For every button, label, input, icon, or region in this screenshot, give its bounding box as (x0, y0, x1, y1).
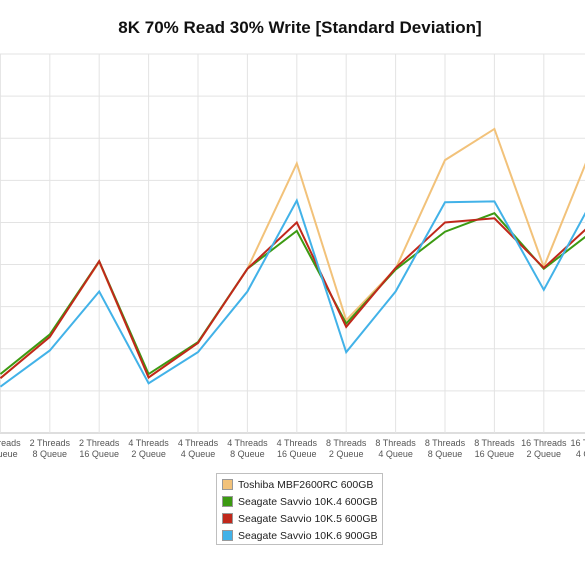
x-tick-label: 8 Threads 2 Queue (326, 438, 367, 459)
legend-item: Toshiba MBF2600RC 600GB (222, 476, 382, 493)
series-line-2 (0, 217, 585, 380)
legend-item: Seagate Savvio 10K.5 600GB (222, 510, 382, 527)
x-tick-label: 8 Threads 16 Queue (474, 438, 515, 459)
x-tick-label: 8 Threads 4 Queue (375, 438, 416, 459)
legend-swatch (222, 479, 233, 490)
legend-label: Seagate Savvio 10K.6 900GB (238, 529, 378, 542)
x-tick-label: 16 Threads 2 Queue (521, 438, 567, 459)
legend-swatch (222, 496, 233, 507)
x-tick-label: 8 Threads 8 Queue (425, 438, 466, 459)
legend-label: Toshiba MBF2600RC 600GB (238, 478, 374, 491)
series-line-3 (0, 198, 585, 388)
x-tick-label: 4 Threads 16 Queue (277, 438, 318, 459)
chart-title: 8K 70% Read 30% Write [Standard Deviatio… (118, 18, 482, 37)
series-line-0 (0, 127, 585, 380)
legend-swatch (222, 513, 233, 524)
grid-layer (0, 53, 585, 434)
legend: Toshiba MBF2600RC 600GB Seagate Savvio 10… (216, 473, 383, 545)
x-tick-label: 2 Threads 16 Queue (79, 438, 120, 459)
series-layer (0, 127, 585, 388)
legend-swatch (222, 530, 233, 541)
x-tick-label: 2 Threads 8 Queue (30, 438, 71, 459)
series-line-1 (0, 212, 585, 376)
legend-label: Seagate Savvio 10K.5 600GB (238, 512, 378, 525)
legend-label: Seagate Savvio 10K.4 600GB (238, 495, 378, 508)
legend-item: Seagate Savvio 10K.4 600GB (222, 493, 382, 510)
legend-item: Seagate Savvio 10K.6 900GB (222, 527, 382, 544)
x-tick-label: 4 Threads 2 Queue (128, 438, 169, 459)
x-tick-label: 4 Threads 4 Queue (178, 438, 219, 459)
x-tick-label: 4 Threads 8 Queue (227, 438, 268, 459)
